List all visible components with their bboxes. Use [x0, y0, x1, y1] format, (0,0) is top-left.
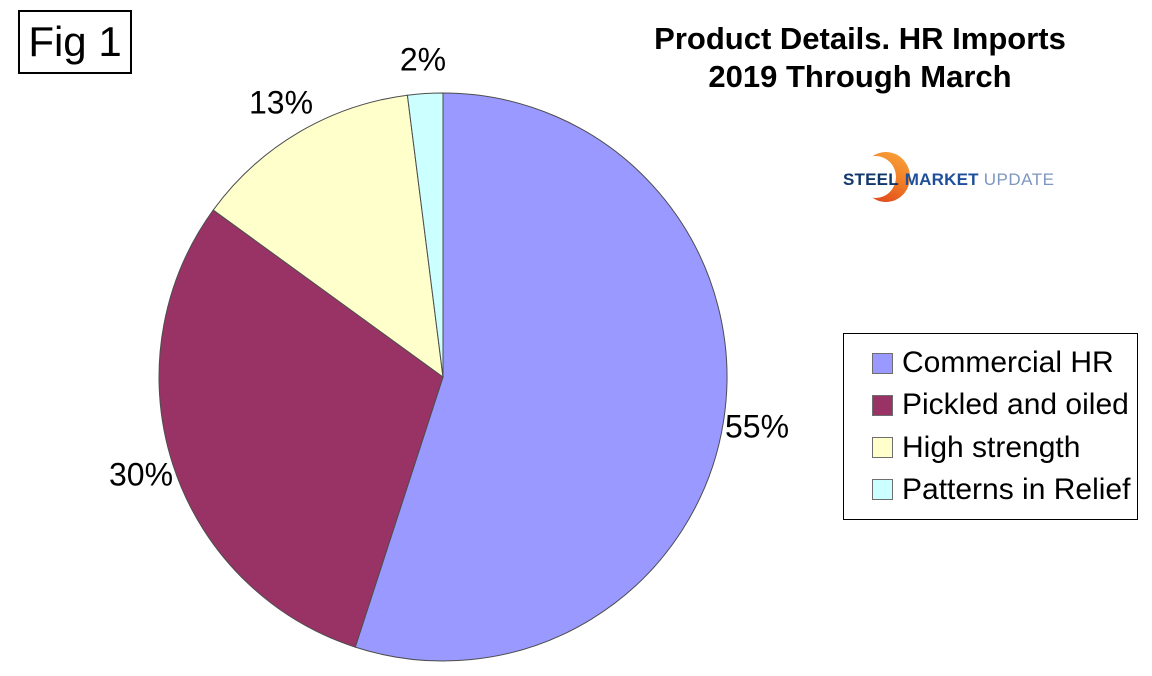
chart-title-line1: Product Details. HR Imports	[654, 21, 1066, 56]
slice-percent-label: 2%	[399, 41, 447, 78]
legend: Commercial HR Pickled and oiled High str…	[843, 333, 1138, 520]
pie-slice	[406, 92, 444, 378]
pie-slice	[354, 92, 728, 662]
legend-item: Patterns in Relief	[872, 473, 1137, 507]
pie-chart	[143, 77, 743, 676]
legend-item: Pickled and oiled	[872, 388, 1137, 422]
legend-swatch	[872, 352, 893, 374]
pie-svg	[158, 92, 728, 662]
figure-label-box: Fig 1	[18, 10, 132, 74]
legend-label: High strength	[902, 430, 1081, 464]
legend-label: Commercial HR	[902, 346, 1114, 380]
chart-title-line2: 2019 Through March	[708, 59, 1012, 94]
logo-text: STEEL MARKET UPDATE	[843, 170, 1054, 190]
legend-swatch	[872, 437, 893, 459]
logo-word-market: MARKET	[904, 170, 979, 189]
pie-slice	[158, 209, 444, 648]
legend-item: Commercial HR	[872, 346, 1137, 380]
slice-percent-label: 30%	[108, 456, 174, 493]
logo-word-steel: STEEL	[843, 170, 899, 189]
logo-crescent-cutout	[855, 156, 896, 198]
figure-label: Fig 1	[28, 18, 122, 65]
legend-swatch	[872, 479, 893, 501]
logo-word-update: UPDATE	[983, 170, 1055, 189]
legend-swatch	[872, 394, 893, 416]
legend-item: High strength	[872, 431, 1137, 465]
slice-percent-label: 13%	[248, 84, 314, 121]
legend-label: Pickled and oiled	[902, 388, 1129, 422]
chart-title: Product Details. HR Imports 2019 Through…	[520, 20, 1152, 96]
legend-label: Patterns in Relief	[902, 472, 1131, 506]
slice-percent-label: 55%	[724, 408, 790, 445]
steel-market-update-logo: STEEL MARKET UPDATE	[843, 148, 1054, 206]
pie-slice	[212, 94, 444, 379]
